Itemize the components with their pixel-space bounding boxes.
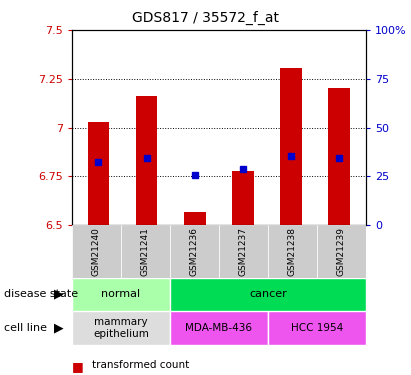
Text: mammary
epithelium: mammary epithelium: [93, 317, 149, 339]
Text: GSM21240: GSM21240: [92, 227, 101, 276]
Bar: [121, 225, 170, 278]
Text: ▶: ▶: [54, 322, 64, 334]
Bar: [280, 68, 302, 225]
Bar: [317, 225, 366, 278]
Text: MDA-MB-436: MDA-MB-436: [185, 323, 252, 333]
Text: GSM21239: GSM21239: [337, 227, 346, 276]
Bar: [219, 225, 268, 278]
Bar: [72, 225, 121, 278]
Bar: [184, 212, 206, 225]
Text: GSM21237: GSM21237: [239, 227, 248, 276]
Bar: [136, 96, 157, 225]
Text: GSM21236: GSM21236: [190, 227, 199, 276]
Bar: [170, 278, 366, 311]
Text: cell line: cell line: [4, 323, 47, 333]
Text: cancer: cancer: [249, 290, 287, 299]
Text: GDS817 / 35572_f_at: GDS817 / 35572_f_at: [132, 11, 279, 26]
Bar: [170, 311, 268, 345]
Bar: [268, 311, 366, 345]
Text: GSM21241: GSM21241: [141, 227, 150, 276]
Text: ▶: ▶: [54, 288, 64, 301]
Bar: [268, 225, 317, 278]
Bar: [72, 311, 170, 345]
Text: normal: normal: [102, 290, 141, 299]
Text: transformed count: transformed count: [92, 360, 190, 370]
Bar: [170, 225, 219, 278]
Text: GSM21238: GSM21238: [288, 227, 297, 276]
Bar: [232, 171, 254, 225]
Bar: [72, 278, 170, 311]
Text: ■: ■: [72, 360, 84, 373]
Bar: [328, 88, 350, 225]
Text: HCC 1954: HCC 1954: [291, 323, 343, 333]
Text: disease state: disease state: [4, 290, 78, 299]
Bar: [88, 122, 109, 225]
